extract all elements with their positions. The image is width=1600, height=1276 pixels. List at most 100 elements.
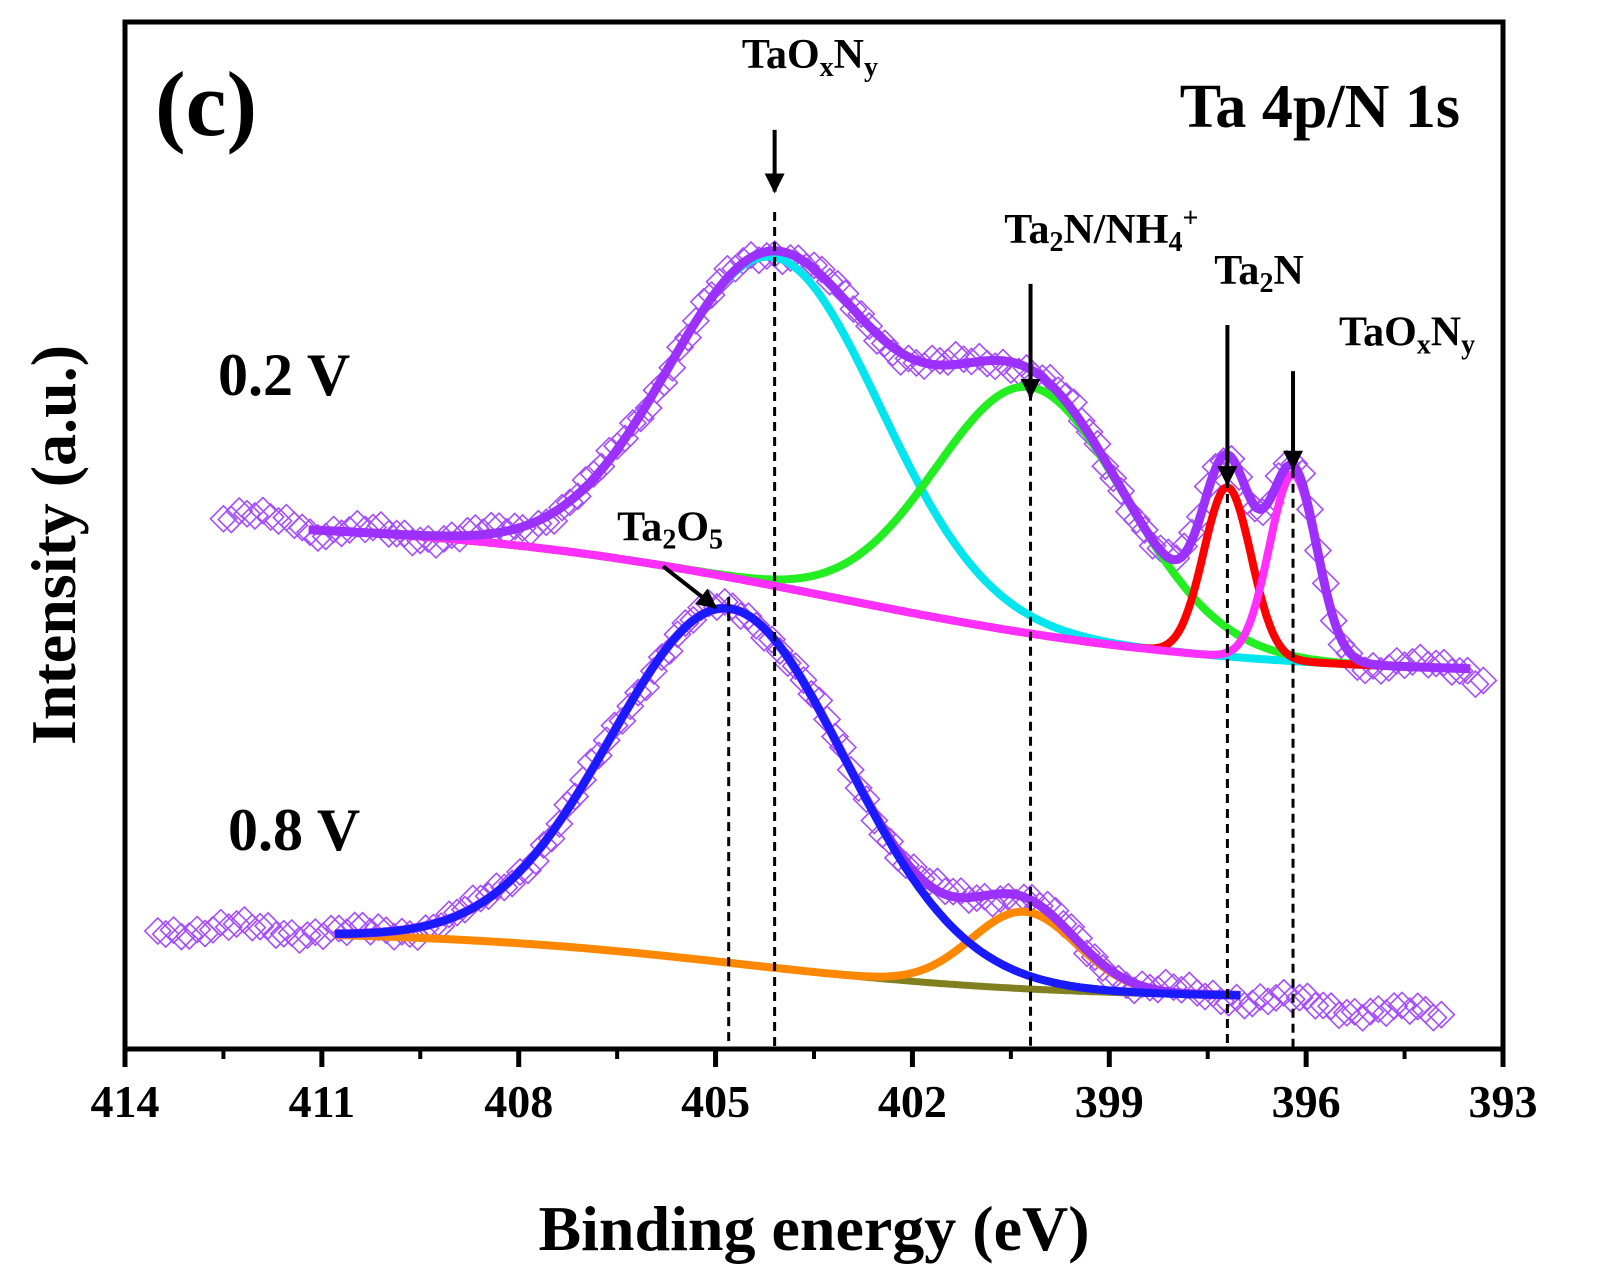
chart-title: Ta 4p/N 1s <box>1180 73 1460 141</box>
fit-peak-taoxny <box>308 470 1471 673</box>
raw-data-point <box>264 506 293 536</box>
voltage-label-0-8v: 0.8 V <box>228 797 360 863</box>
annotation-arrow <box>661 564 718 609</box>
raw-data-point <box>1356 997 1385 1026</box>
raw-data-point <box>1261 983 1291 1013</box>
raw-data-point <box>1364 994 1393 1024</box>
annotation-sub2: y <box>864 52 878 83</box>
fit-peak-ta2n <box>308 483 1471 673</box>
raw-data-point <box>209 504 238 533</box>
annotation-mid: N <box>1431 310 1461 356</box>
envelope-line <box>307 246 1472 674</box>
raw-data-point <box>1469 666 1498 695</box>
raw-data-point <box>563 482 592 511</box>
raw-data-point <box>490 873 519 902</box>
raw-data-point <box>1461 670 1490 699</box>
annotation-sup: + <box>1182 203 1198 234</box>
raw-data-point <box>261 920 291 950</box>
annotation-mid: N/NH <box>1063 207 1168 253</box>
annotation-main: Ta <box>1004 207 1049 253</box>
raw-data-point <box>1427 1000 1456 1029</box>
annotation-sub1: 2 <box>662 525 676 556</box>
raw-data-point <box>799 251 829 280</box>
annotation-label: Ta2N/NH4+ <box>1004 203 1198 258</box>
raw-data-point <box>256 502 285 532</box>
panel-label: (c) <box>155 53 257 155</box>
raw-data-point <box>1445 656 1474 686</box>
raw-data-point <box>1395 996 1424 1026</box>
x-tick-label: 414 <box>91 1076 160 1127</box>
raw-data-point <box>1277 985 1306 1014</box>
raw-data-point <box>815 267 844 296</box>
voltage-label-0-2v: 0.2 V <box>218 342 350 408</box>
annotation-label: TaOxNy <box>1339 310 1475 361</box>
annotation-main: Ta <box>617 505 662 551</box>
raw-data-point <box>238 913 267 942</box>
annotation-main: TaO <box>1339 310 1417 356</box>
annotation-sub1: x <box>1417 330 1431 361</box>
raw-data-point <box>807 255 837 284</box>
data-layer <box>143 211 1498 1049</box>
raw-data-point <box>246 912 275 941</box>
annotation-sub2: 4 <box>1168 227 1182 258</box>
raw-data-point <box>532 508 561 537</box>
raw-data-point <box>1285 983 1314 1012</box>
raw-data-point <box>1238 989 1267 1018</box>
raw-data-point <box>1269 978 1298 1007</box>
raw-data-point <box>183 915 212 944</box>
y-axis-title: Intensity (a.u.) <box>18 345 89 745</box>
raw-data-point <box>1387 991 1417 1020</box>
x-tick-label: 405 <box>681 1076 750 1127</box>
annotation-mid: O <box>676 505 709 551</box>
raw-data-point <box>175 921 204 951</box>
raw-data-point <box>931 877 960 906</box>
raw-data-point <box>225 496 254 526</box>
x-tick-label: 399 <box>1075 1076 1144 1127</box>
raw-data-point <box>508 513 537 543</box>
raw-data-point <box>1419 1003 1448 1032</box>
annotation-label: Ta2O5 <box>617 505 723 556</box>
raw-data-point <box>655 636 684 666</box>
annotation-sub1: 2 <box>1049 227 1063 258</box>
raw-data-point <box>280 511 309 540</box>
fit-peak-ta2o5-top <box>334 604 1241 1000</box>
raw-data-point <box>1332 998 1361 1027</box>
raw-data-point <box>1421 649 1451 678</box>
annotation-sub1: 2 <box>1259 268 1273 299</box>
raw-data-point <box>524 509 553 538</box>
raw-data-point <box>498 869 527 898</box>
raw-data-point <box>1348 1003 1377 1032</box>
x-tick-label: 408 <box>484 1076 553 1127</box>
x-tick-label: 402 <box>878 1076 947 1127</box>
raw-data-point <box>293 920 322 950</box>
raw-data-point <box>938 877 968 906</box>
x-axis: 414 411 408 405 402 399 396 393 <box>91 1049 1538 1127</box>
raw-data-point <box>214 913 243 942</box>
raw-data-point <box>537 824 566 853</box>
raw-data-point <box>1009 883 1039 912</box>
x-tick-label: 393 <box>1469 1076 1538 1127</box>
raw-data-point <box>301 918 330 947</box>
raw-data-point <box>1309 991 1338 1020</box>
annotation-mid: N <box>834 32 864 78</box>
annotation-sub2: 5 <box>709 525 723 556</box>
annotation-label: Ta2N <box>1214 248 1304 299</box>
annotation-sub1: x <box>820 52 834 83</box>
raw-data-point <box>143 916 172 946</box>
annotation-sub2: y <box>1461 330 1475 361</box>
raw-data-point <box>285 925 314 955</box>
raw-data-point <box>1036 363 1065 392</box>
x-axis-title: Binding energy (eV) <box>538 1193 1089 1264</box>
background-line <box>308 526 1471 673</box>
annotation-main: TaO <box>742 32 820 78</box>
annotation-mid: N <box>1273 248 1303 294</box>
annotation-main: Ta <box>1214 248 1259 294</box>
raw-data-point <box>555 488 585 517</box>
raw-data-point <box>240 501 270 531</box>
raw-data-point <box>847 299 876 329</box>
raw-data-point <box>1246 982 1275 1012</box>
raw-data-point <box>159 915 188 945</box>
annotation-label: TaOxNy <box>742 32 878 83</box>
